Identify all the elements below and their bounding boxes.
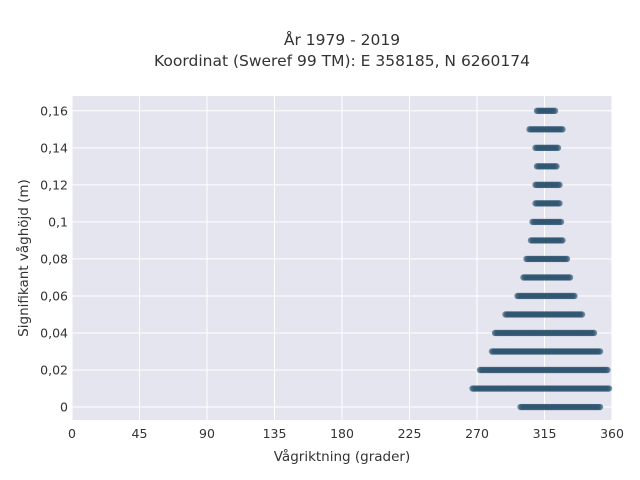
scatter-point: [551, 107, 559, 115]
y-tick-label: 0,04: [40, 325, 68, 340]
y-tick-label: 0,1: [48, 214, 68, 229]
scatter-point: [578, 311, 586, 318]
x-tick-label: 135: [263, 426, 287, 441]
scatter-row: [527, 237, 566, 244]
scatter-point: [605, 385, 613, 392]
chart-subtitle: Koordinat (Sweref 99 TM): E 358185, N 62…: [154, 52, 530, 70]
x-tick-label: 90: [199, 426, 215, 441]
scatter-point: [553, 163, 560, 170]
y-tick-label: 0,16: [40, 103, 68, 118]
x-tick-label: 180: [330, 426, 354, 441]
scatter-row: [523, 255, 571, 263]
y-axis-title: Signifikant våghöjd (m): [15, 179, 32, 337]
scatter-row: [533, 107, 559, 115]
y-axis-ticks: 0 0,02 0,04 0,06 0,08 0,1 0,12 0,14 0,16: [40, 103, 68, 414]
y-tick-label: 0,08: [40, 251, 68, 266]
x-axis-ticks: 0 45 90 135 180 225 270 315 360: [68, 426, 624, 441]
scatter-row: [532, 200, 563, 207]
x-tick-label: 45: [132, 426, 148, 441]
scatter-point: [590, 329, 598, 337]
scatter-point: [559, 126, 566, 133]
x-tick-label: 360: [600, 426, 624, 441]
scatter-row: [476, 366, 611, 374]
x-tick-label: 270: [465, 426, 489, 441]
scatter-row: [502, 311, 586, 318]
y-tick-label: 0,06: [40, 288, 68, 303]
scatter-row: [488, 348, 604, 355]
scatter-row: [491, 329, 598, 337]
scatter-point: [557, 218, 565, 226]
scatter-point: [554, 144, 562, 152]
scatter-row: [532, 181, 563, 189]
chart-title: År 1979 - 2019: [284, 30, 400, 49]
scatter-points: [469, 107, 613, 411]
scatter-point: [604, 366, 611, 374]
y-tick-label: 0: [60, 400, 68, 415]
scatter-row: [514, 292, 578, 300]
scatter-point: [556, 181, 563, 189]
x-tick-label: 315: [533, 426, 557, 441]
scatter-point: [571, 292, 578, 300]
scatter-row: [533, 163, 560, 170]
x-axis-title: Vågriktning (grader): [274, 448, 411, 465]
scatter-point: [596, 403, 604, 411]
scatter-row: [532, 144, 562, 152]
x-tick-label: 225: [398, 426, 422, 441]
y-tick-label: 0,02: [40, 363, 68, 378]
scatter-row: [469, 385, 613, 392]
scatter-point: [563, 255, 571, 263]
scatter-point: [556, 200, 563, 207]
scatter-row: [517, 403, 604, 411]
scatter-row: [526, 126, 566, 133]
x-tick-label: 0: [68, 426, 76, 441]
y-tick-label: 0,12: [40, 177, 68, 192]
scatter-point: [559, 237, 566, 244]
y-tick-label: 0,14: [40, 140, 68, 155]
scatter-row: [529, 218, 565, 226]
scatter-row: [520, 274, 574, 281]
scatter-point: [566, 274, 574, 281]
scatter-point: [596, 348, 604, 355]
